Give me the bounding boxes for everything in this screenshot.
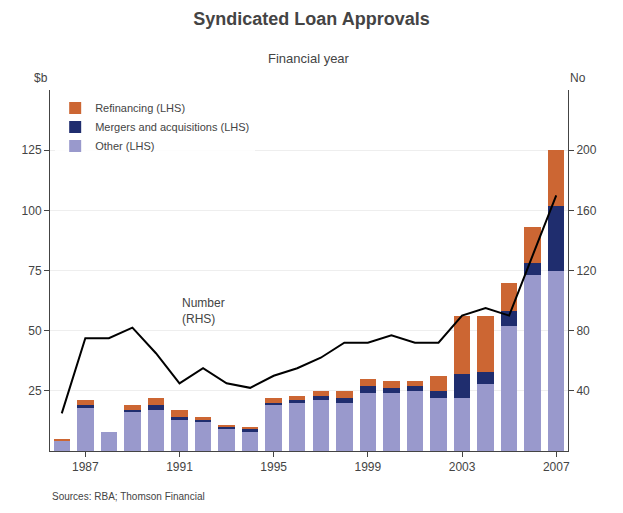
svg-text:No: No [570, 71, 586, 85]
svg-text:1987: 1987 [72, 460, 99, 474]
svg-text:80: 80 [576, 324, 590, 338]
svg-text:Refinancing (LHS): Refinancing (LHS) [95, 102, 185, 114]
svg-text:1995: 1995 [260, 460, 287, 474]
svg-text:75: 75 [28, 264, 42, 278]
svg-text:Mergers and acquisitions (LHS): Mergers and acquisitions (LHS) [95, 121, 249, 133]
svg-text:Financial year: Financial year [268, 51, 350, 66]
svg-text:40: 40 [576, 384, 590, 398]
svg-text:Other (LHS): Other (LHS) [95, 140, 154, 152]
svg-text:120: 120 [576, 264, 596, 278]
svg-text:Syndicated Loan Approvals: Syndicated Loan Approvals [193, 9, 429, 29]
svg-text:100: 100 [22, 204, 42, 218]
svg-text:2007: 2007 [543, 460, 570, 474]
svg-text:$b: $b [34, 71, 48, 85]
svg-text:1999: 1999 [355, 460, 382, 474]
svg-text:160: 160 [576, 204, 596, 218]
svg-text:1991: 1991 [166, 460, 193, 474]
svg-text:50: 50 [28, 324, 42, 338]
svg-text:125: 125 [22, 143, 42, 157]
svg-text:200: 200 [576, 143, 596, 157]
svg-text:Sources: RBA; Thomson Financia: Sources: RBA; Thomson Financial [52, 491, 205, 502]
svg-text:Number(RHS): Number(RHS) [182, 296, 225, 326]
svg-text:2003: 2003 [449, 460, 476, 474]
svg-text:25: 25 [28, 384, 42, 398]
